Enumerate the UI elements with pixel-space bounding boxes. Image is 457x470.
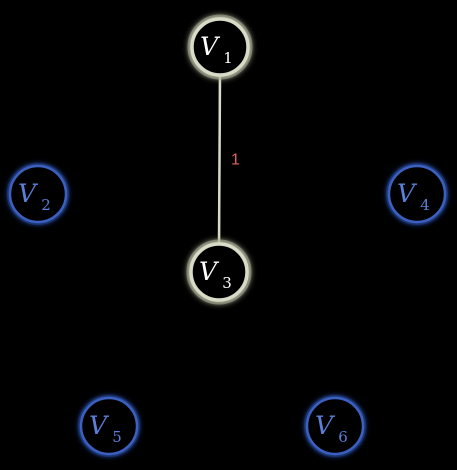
vertex-subscript: 6 — [338, 428, 348, 446]
vertex-circle — [190, 17, 250, 77]
vertex-circle — [8, 164, 68, 224]
vertex-subscript: 4 — [420, 196, 430, 214]
vertex-letter: V — [315, 411, 336, 440]
vertex-circle — [387, 164, 447, 224]
edge-weight-label: 1 — [231, 152, 240, 169]
vertex-subscript: 5 — [112, 428, 122, 446]
vertex-letter: V — [18, 179, 39, 208]
vertex-subscript: 2 — [41, 196, 51, 214]
vertices-layer: V 1V 2V 3V 4V 5 V 6 — [7, 14, 448, 457]
edge-v1-v3: 1 — [215, 73, 240, 246]
vertex-letter: V — [89, 411, 110, 440]
edge-line — [217, 75, 222, 244]
edges-layer: 1 — [215, 73, 240, 246]
vertex-letter: V — [397, 179, 418, 208]
vertex-subscript: 1 — [223, 49, 233, 67]
vertex-letter: V — [200, 32, 221, 61]
vertex-letter: V — [199, 257, 220, 286]
vertex-circle — [79, 396, 139, 456]
vertex-circle — [305, 396, 365, 456]
vertex-subscript: 3 — [222, 274, 232, 292]
vertex-circle — [189, 242, 249, 302]
